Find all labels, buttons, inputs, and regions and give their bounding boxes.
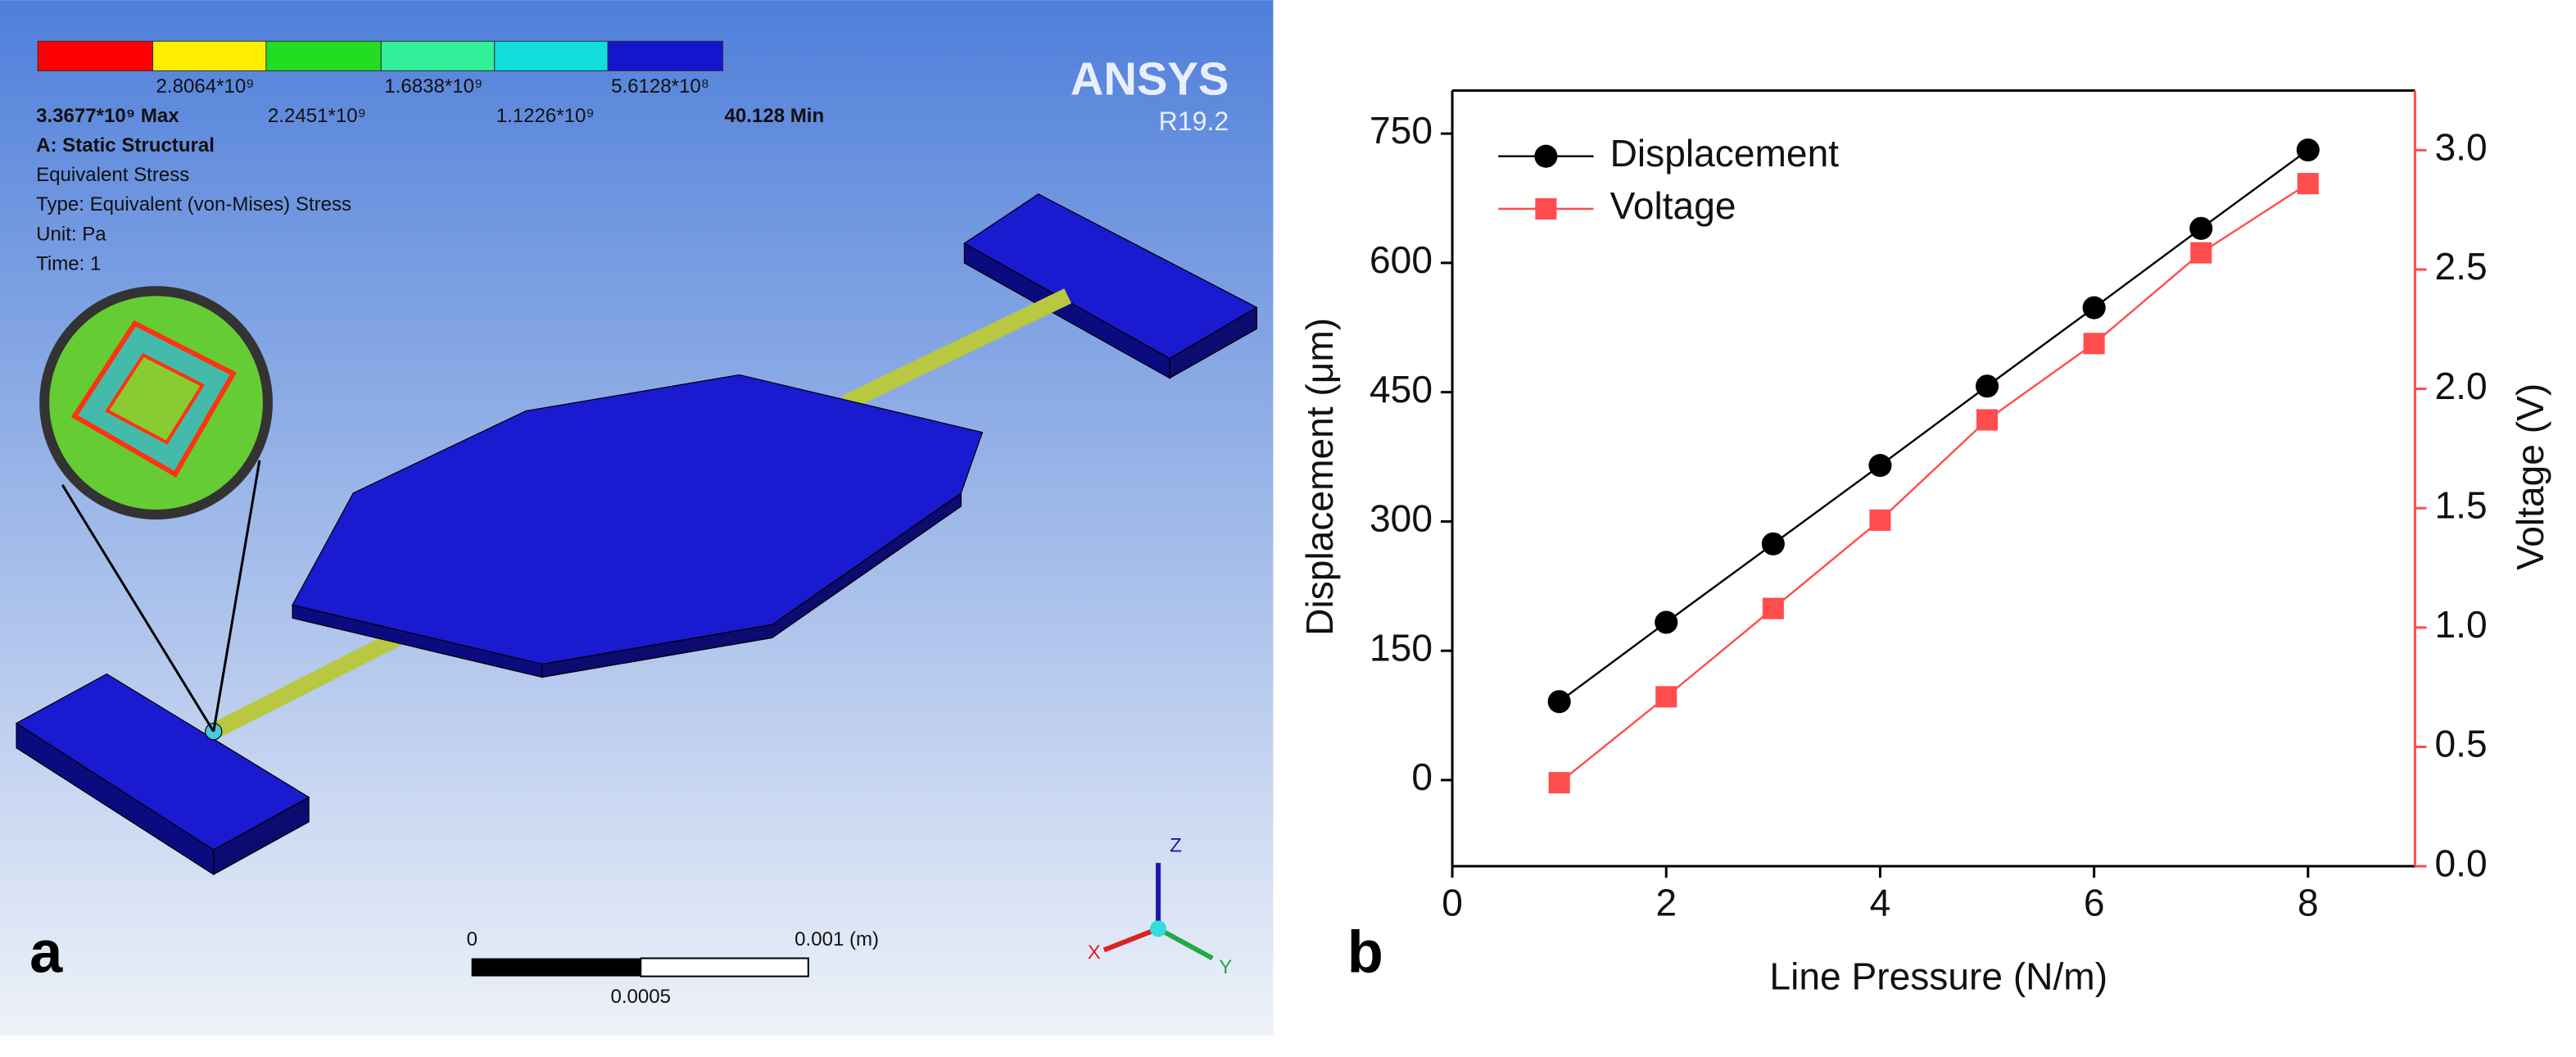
y-axis-title: Displacement (μm): [1298, 318, 1341, 636]
legend-label: 40.128 Min: [725, 105, 825, 127]
legend-label: 2.8064*10⁹: [156, 75, 255, 98]
data-point: [1869, 509, 1891, 531]
y-tick-label: 750: [1369, 109, 1433, 152]
inset: [39, 286, 273, 733]
data-point: [1548, 772, 1570, 794]
y-tick-label: 150: [1369, 626, 1433, 669]
y-tick-label: 300: [1369, 497, 1433, 540]
info-line: Unit: Pa: [36, 223, 106, 245]
data-point: [1547, 690, 1571, 714]
legend-label: Displacement: [1610, 132, 1840, 175]
x-tick-label: 6: [2084, 882, 2105, 924]
x-tick-label: 4: [1870, 882, 1891, 924]
legend-label: 1.1226*10⁹: [496, 105, 595, 127]
color-bar: [37, 40, 724, 71]
y2-tick-label: 0.5: [2435, 723, 2488, 765]
legend-label: 3.3677*10⁹ Max: [36, 105, 179, 127]
data-point: [2190, 242, 2212, 264]
panel-label: a: [29, 920, 63, 986]
data-point: [2083, 333, 2105, 355]
x-tick-label: 2: [1655, 882, 1677, 924]
data-point: [2297, 173, 2319, 195]
y2-tick-label: 2.5: [2435, 245, 2488, 288]
y2-tick-label: 1.5: [2435, 483, 2488, 526]
y2-tick-label: 0.0: [2435, 842, 2488, 884]
y-tick-label: 450: [1369, 368, 1433, 411]
data-point: [1868, 454, 1892, 478]
data-point: [1761, 532, 1785, 556]
panel-label: b: [1347, 920, 1383, 986]
y2-axis-title: Voltage (V): [2509, 383, 2551, 570]
data-point: [2296, 138, 2320, 162]
data-point: [2082, 296, 2106, 320]
x-tick-label: 8: [2298, 882, 2319, 924]
panel-b: b Line Pressure (N/m) Displacement (μm) …: [1298, 88, 2551, 998]
triad: [1102, 863, 1214, 961]
data-point: [1976, 409, 1999, 431]
x-axis-title: Line Pressure (N/m): [1769, 955, 2107, 998]
x-tick-label: 0: [1442, 882, 1463, 924]
legend-marker: [1535, 197, 1557, 220]
scale-label: 0.0005: [610, 986, 671, 1008]
model: [15, 193, 1258, 876]
scale-bar: [471, 957, 809, 978]
series-line: [1558, 183, 2309, 784]
info-line: Type: Equivalent (von-Mises) Stress: [36, 193, 351, 215]
info-line: Time: 1: [36, 252, 101, 274]
scale-label: 0: [467, 928, 478, 950]
legend-label: Voltage: [1610, 184, 1736, 227]
legend-marker: [1534, 144, 1558, 168]
scale-label: 0.001 (m): [795, 928, 879, 950]
y2-tick-label: 2.0: [2435, 365, 2488, 407]
brand: ANSYS: [1071, 52, 1229, 104]
panel-a: 2.8064*10⁹ 1.6838*10⁹ 5.6128*10⁸ 3.3677*…: [0, 0, 1274, 1036]
data-point: [1655, 610, 1678, 634]
axis-name: X: [1088, 941, 1101, 964]
y2-tick-label: 3.0: [2435, 125, 2488, 168]
version: R19.2: [1159, 107, 1229, 136]
data-point: [2189, 216, 2213, 240]
legend-label: 1.6838*10⁹: [384, 75, 482, 98]
series-line: [1558, 149, 2309, 703]
info-line: Equivalent Stress: [36, 164, 189, 186]
axis-name: Y: [1219, 956, 1232, 978]
y2-tick-label: 1.0: [2435, 603, 2488, 646]
data-point: [1655, 686, 1677, 708]
info-line: A: Static Structural: [36, 134, 215, 157]
y-tick-label: 0: [1411, 755, 1433, 798]
data-point: [1762, 597, 1784, 619]
legend-label: 5.6128*10⁸: [611, 75, 709, 98]
y-tick-label: 600: [1369, 238, 1433, 281]
legend-label: 2.2451*10⁹: [268, 105, 366, 127]
data-point: [1976, 374, 1999, 398]
axis-name: Z: [1170, 834, 1182, 856]
